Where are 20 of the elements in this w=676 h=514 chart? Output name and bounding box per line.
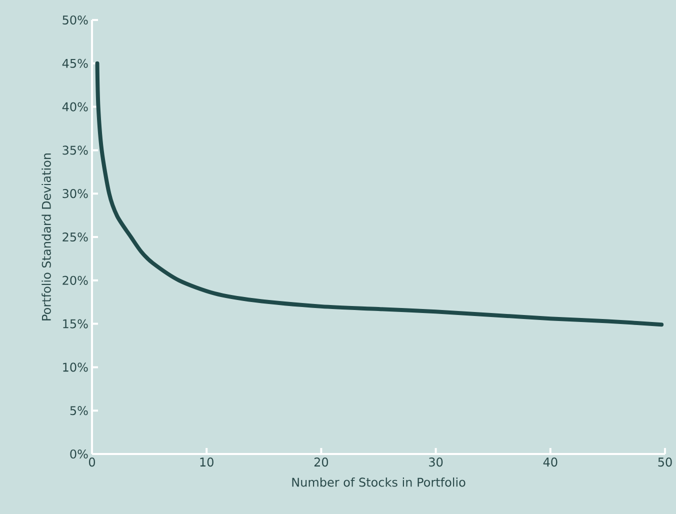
y-tick-label: 35% [62, 146, 88, 155]
line-series [95, 61, 664, 327]
y-tick-label: 15% [63, 319, 88, 328]
y-tick-label: 40% [62, 102, 88, 112]
y-tick-label: 25% [62, 232, 88, 242]
x-tick-label: 0 [88, 458, 96, 467]
y-tick-label: 0% [70, 449, 88, 459]
y-tick-label: 5% [70, 406, 88, 416]
y-tick-label: 50% [62, 15, 88, 25]
x-tick-label: 40 [543, 458, 558, 467]
x-tick-label: 10 [200, 458, 214, 467]
y-tick-label: 45% [62, 58, 88, 68]
x-tick-label: 20 [314, 458, 328, 467]
x-tick-label: 50 [658, 458, 672, 467]
y-tick-label: 20% [62, 276, 88, 285]
y-tick-label: 30% [62, 189, 88, 198]
x-tick-label: 30 [429, 458, 443, 467]
x-axis-title: Number of Stocks in Portfolio [292, 477, 466, 487]
y-axis-title: Portfolio Standard Deviation [42, 154, 51, 320]
y-tick-label: 10% [63, 362, 88, 372]
